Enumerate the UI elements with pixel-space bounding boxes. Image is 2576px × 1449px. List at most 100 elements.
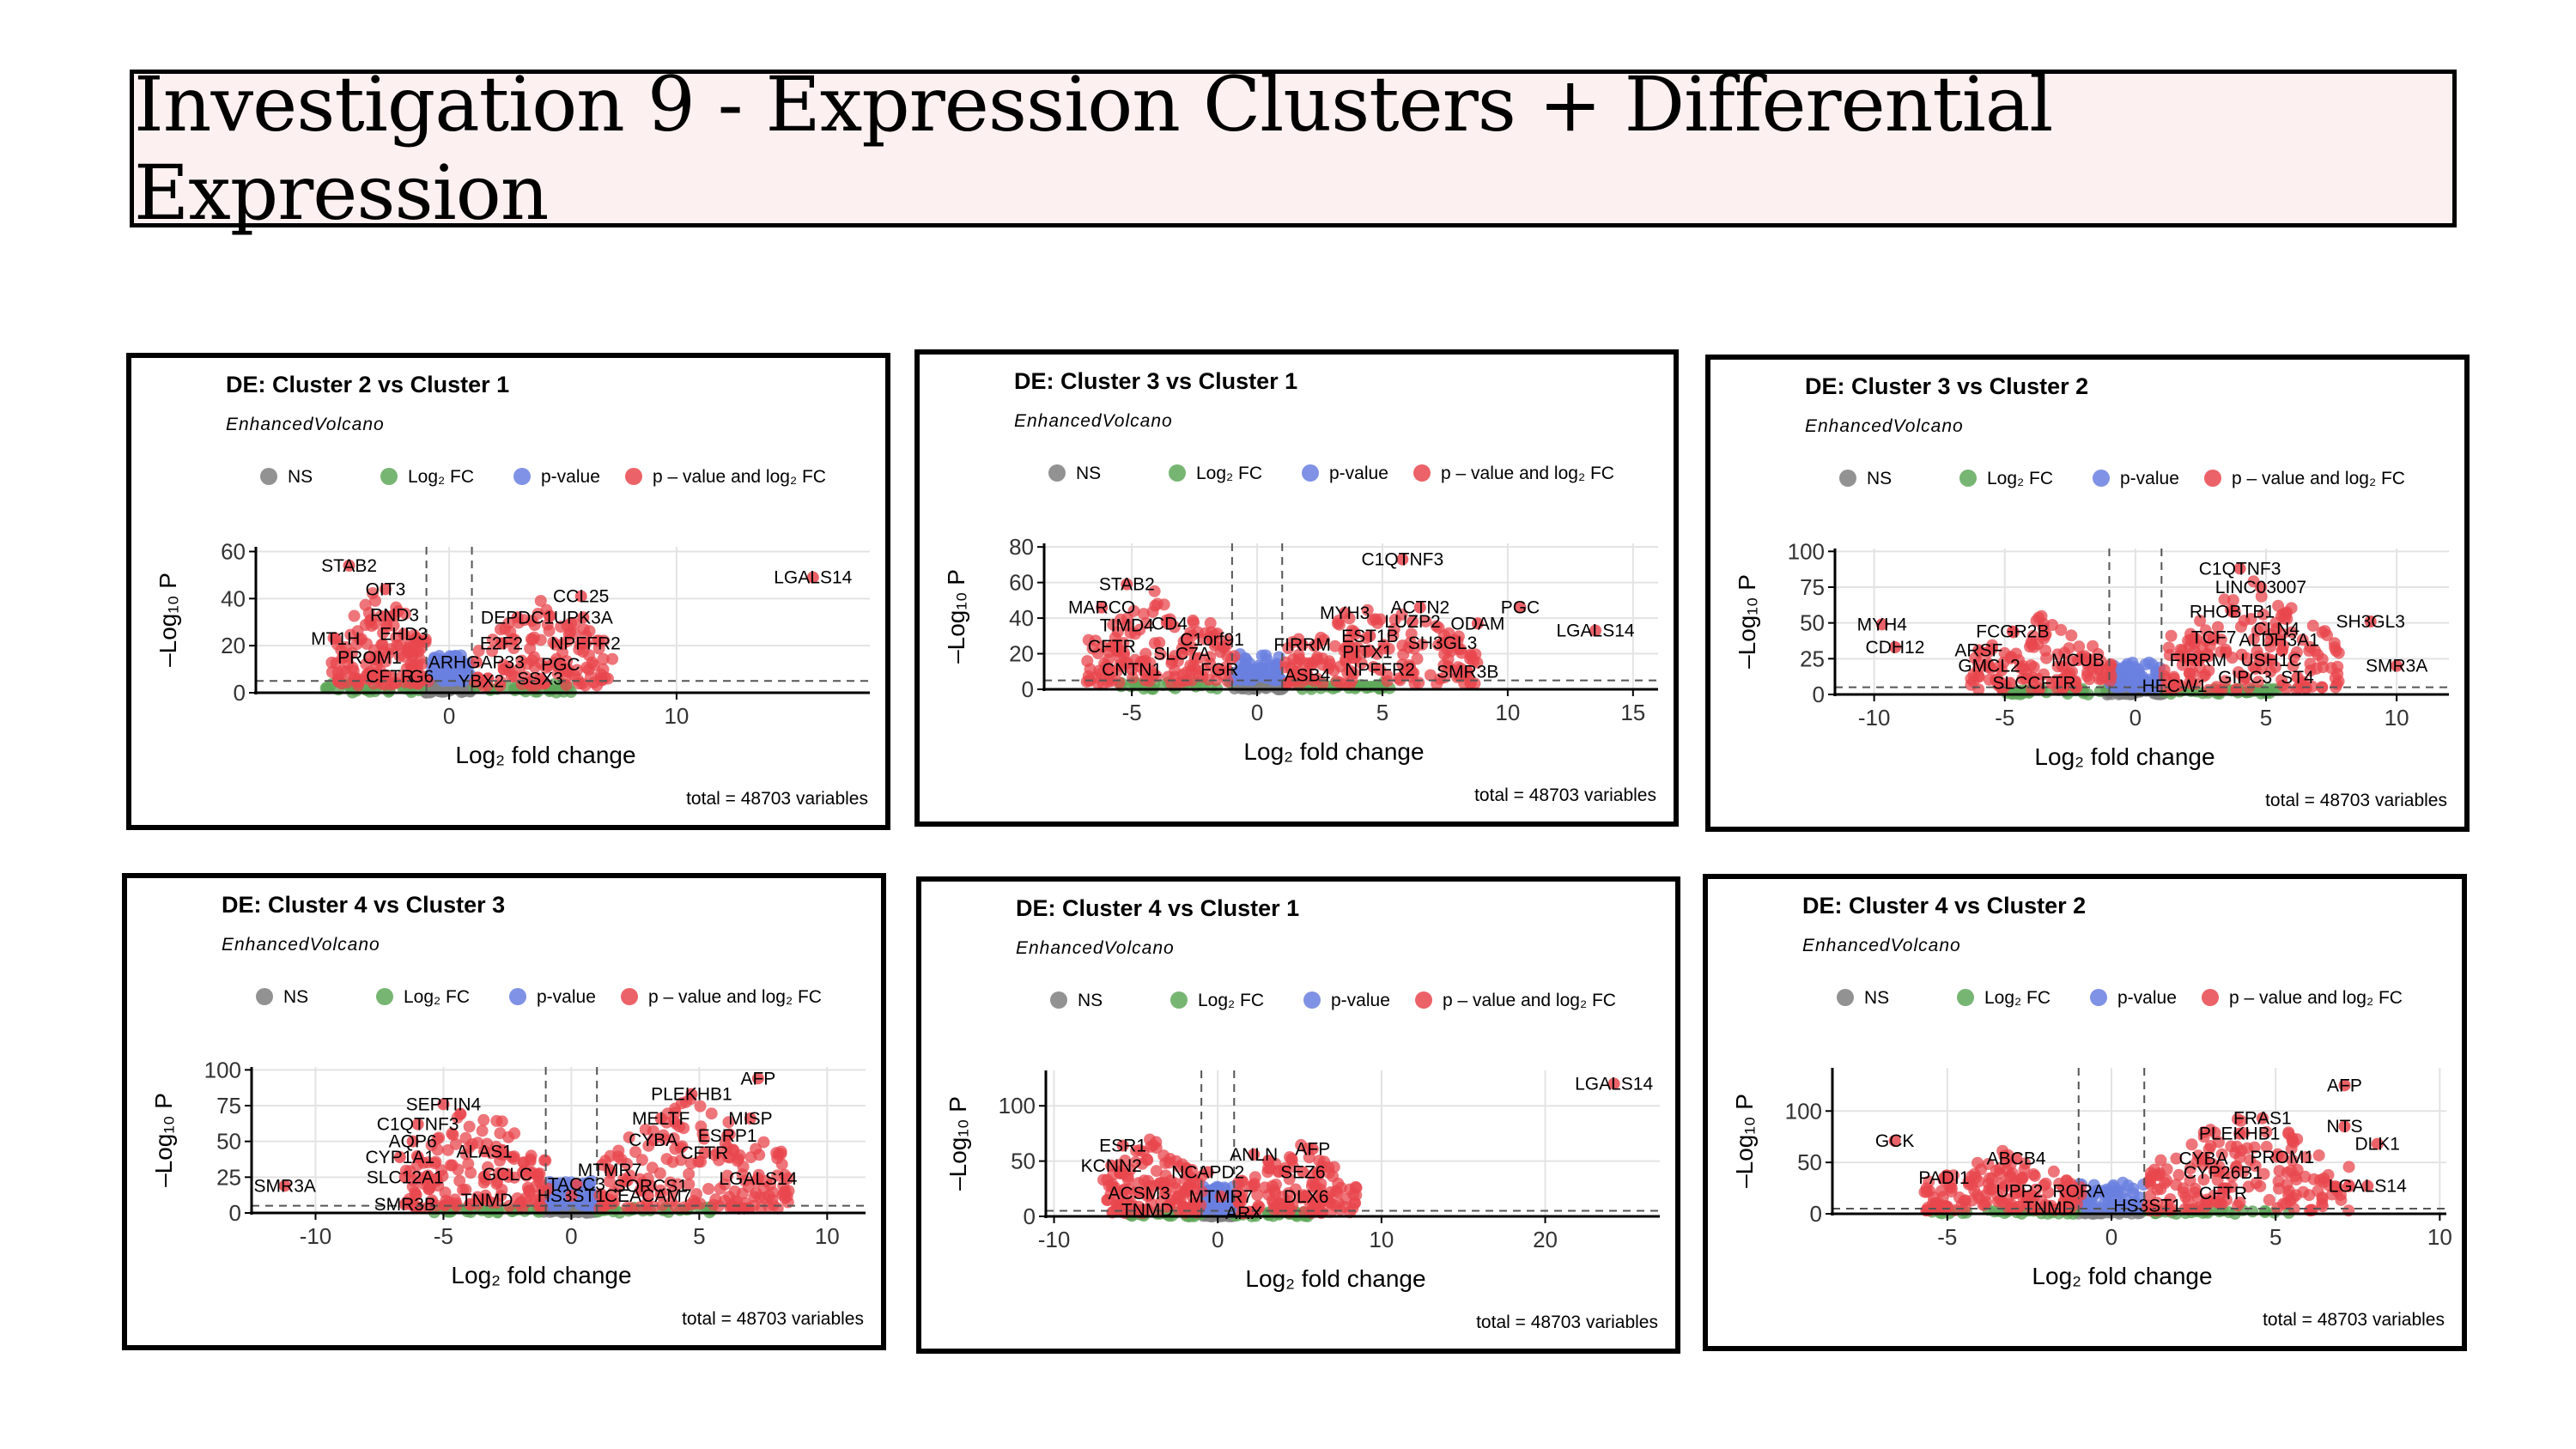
point-significant — [497, 663, 510, 676]
point-significant — [459, 1131, 472, 1144]
point-significant — [612, 1180, 625, 1193]
gene-point — [1121, 619, 1133, 632]
gene-label: ASB4 — [1285, 665, 1331, 685]
gene-point — [379, 583, 392, 596]
y-axis-title: –Log₁₀ P — [150, 1093, 177, 1187]
point-significant — [634, 1173, 647, 1185]
gene-label: ALDH3A1 — [2239, 631, 2319, 651]
legend-dot-1 — [380, 468, 398, 485]
y-tick-label: 100 — [204, 1057, 241, 1082]
plot-caption: total = 48703 variables — [2265, 791, 2447, 810]
point-significant — [2276, 679, 2289, 692]
point-pvalue — [1237, 673, 1250, 686]
point-significant — [394, 639, 407, 652]
point-significant — [400, 670, 413, 682]
y-tick-label: 100 — [1785, 1098, 1822, 1124]
y-tick-label: 100 — [1788, 538, 1825, 564]
y-tick-label: 25 — [1800, 646, 1825, 671]
point-significant — [604, 1149, 617, 1162]
point-significant — [2174, 643, 2187, 656]
legend-dot-1 — [1170, 991, 1188, 1009]
point-significant — [2247, 660, 2260, 673]
gene-label: UPP2 — [1996, 1182, 2044, 1202]
point-significant — [571, 664, 584, 676]
point-significant — [723, 1151, 736, 1164]
gene-label: ALAS1 — [456, 1142, 512, 1161]
point-significant — [669, 1106, 682, 1119]
gene-point — [411, 1118, 424, 1131]
point-significant — [723, 1191, 736, 1203]
legend-dot-3 — [1413, 464, 1431, 482]
legend-label-1: Log₂ FC — [1198, 991, 1264, 1010]
point-significant — [2230, 682, 2243, 695]
point-significant — [2191, 1191, 2204, 1204]
gene-label: SMR3B — [374, 1195, 436, 1215]
point-significant — [2257, 608, 2269, 621]
volcano-plot-svg: DE: Cluster 3 vs Cluster 1 EnhancedVolcan… — [943, 368, 1658, 805]
legend-label-3: p – value and log₂ FC — [1441, 464, 1614, 483]
point-significant — [2230, 1140, 2243, 1153]
gene-point — [2208, 631, 2221, 644]
gene-point — [398, 627, 410, 640]
gene-label: LGALS14 — [774, 568, 852, 588]
gene-point — [2338, 1120, 2351, 1133]
gene-label: SORCS1 — [614, 1176, 688, 1196]
gene-point — [1374, 664, 1387, 676]
volcano-plot-svg: DE: Cluster 4 vs Cluster 1 EnhancedVolcan… — [945, 895, 1660, 1332]
point-significant — [2151, 1197, 2164, 1210]
y-axis-title: –Log₁₀ P — [945, 1096, 971, 1191]
gene-point — [1875, 618, 1888, 631]
point-significant — [2023, 640, 2036, 653]
point-significant — [1132, 1177, 1145, 1190]
gene-label: CFTR — [1088, 637, 1136, 657]
point-significant — [2233, 1196, 2246, 1209]
point-pvalue — [443, 650, 456, 663]
point-significant — [1340, 653, 1352, 666]
point-significant — [2325, 662, 2338, 675]
gene-label: CDH12 — [1866, 638, 1925, 658]
point-significant — [367, 586, 380, 599]
point-significant — [1147, 1139, 1160, 1152]
axes: 0 25 50 75 100 -10 -5 0 5 10 — [1788, 538, 2449, 731]
x-tick-label: 0 — [2129, 705, 2142, 731]
gene-label: AQP6 — [389, 1132, 437, 1152]
point-significant — [370, 659, 383, 672]
point-significant — [2306, 619, 2319, 632]
point-significant — [503, 1199, 516, 1212]
gene-point — [1461, 665, 1474, 678]
y-axis-title: –Log₁₀ P — [155, 573, 181, 667]
point-significant — [1387, 628, 1400, 641]
page-title-box: Investigation 9 - Expression Clusters + … — [130, 60, 2457, 237]
gene-point — [570, 1178, 583, 1191]
legend: NS Log₂ FC p-value p – value and log₂ FC — [1839, 469, 2405, 488]
point-significant — [551, 667, 564, 680]
point-significant — [2038, 668, 2050, 681]
point-significant — [1133, 1144, 1146, 1157]
point-pvalue — [2127, 1182, 2140, 1195]
gene-label: HS3ST1 — [538, 1186, 605, 1206]
point-significant — [1322, 655, 1335, 668]
point-significant — [521, 658, 534, 670]
gene-point — [478, 1145, 491, 1158]
point-significant — [1328, 640, 1341, 652]
gene-point — [406, 1135, 419, 1148]
point-significant — [1159, 1156, 1172, 1169]
gene-label: OIT3 — [366, 579, 406, 599]
point-significant — [2038, 1179, 2050, 1191]
gene-point — [1938, 1172, 1950, 1185]
point-significant — [676, 1140, 689, 1153]
point-significant — [1442, 652, 1455, 665]
point-significant — [2303, 1189, 2316, 1202]
legend-dot-3 — [1415, 991, 1432, 1009]
gene-label: CFTR — [366, 667, 414, 687]
gene-point — [1215, 1190, 1228, 1203]
point-significant — [597, 652, 610, 665]
point-significant — [1332, 1197, 1345, 1210]
gene-point — [2233, 562, 2246, 575]
point-significant — [350, 638, 363, 651]
legend: NS Log₂ FC p-value p – value and log₂ FC — [1048, 464, 1614, 483]
gene-label: MT1H — [311, 629, 360, 649]
gene-point — [2071, 654, 2084, 666]
y-tick-label: 50 — [1011, 1149, 1036, 1174]
